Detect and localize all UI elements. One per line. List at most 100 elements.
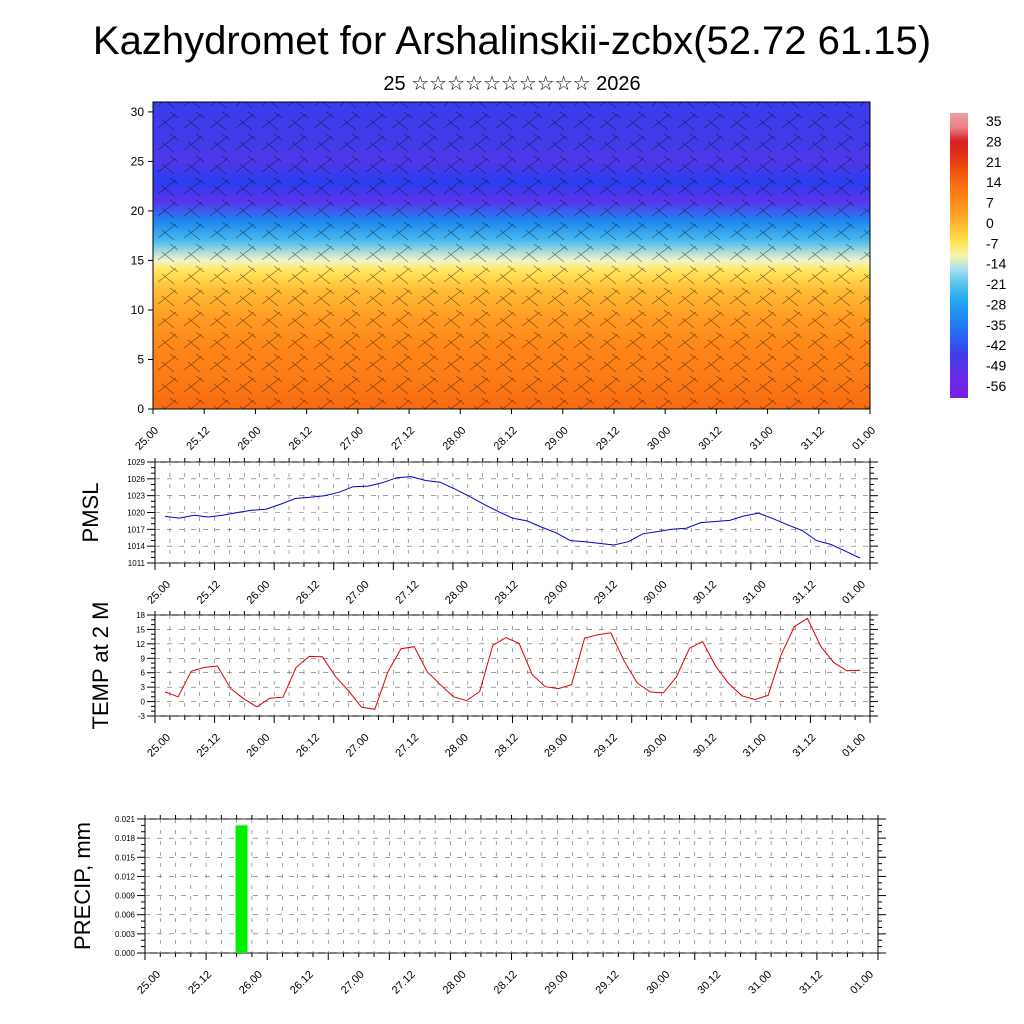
x-tick-label: 01.00	[850, 425, 878, 453]
colorbar-bar	[950, 113, 968, 398]
y-axis-label: TEMP at 2 M	[88, 602, 113, 730]
x-tick-label: 31.12	[797, 969, 825, 997]
x-tick-label: 25.12	[195, 732, 223, 760]
y-tick-label: 0.018	[115, 834, 136, 843]
x-tick-label: 31.00	[741, 732, 769, 760]
wind-barbs	[153, 102, 870, 409]
colorbar-label: 0	[986, 215, 994, 231]
x-tick-label: 26.00	[244, 732, 272, 760]
x-tick-label: 30.00	[642, 732, 670, 760]
colorbar-label: -28	[986, 296, 1006, 312]
x-tick-label: 25.00	[145, 579, 173, 607]
y-tick-label: -3	[138, 712, 146, 721]
chart-subtitle: 25 ☆☆☆☆☆☆☆☆☆☆ 2026	[383, 73, 641, 95]
x-tick-label: 26.00	[237, 969, 265, 997]
colorbar-label: 21	[986, 154, 1002, 170]
x-tick-label: 31.12	[791, 579, 819, 607]
x-tick-label: 28.00	[443, 579, 471, 607]
y-tick-label: 9	[141, 654, 146, 663]
x-tick-label: 30.12	[695, 969, 723, 997]
x-tick-label: 25.00	[145, 732, 173, 760]
y-tick-label: 1029	[127, 458, 145, 467]
colorbar-label: 28	[986, 133, 1002, 149]
x-tick-label: 28.00	[440, 425, 468, 453]
y-tick-label: 1011	[128, 559, 146, 568]
x-tick-label: 29.00	[543, 425, 571, 453]
colorbar-label: -49	[986, 358, 1006, 374]
plot-frame	[154, 461, 871, 564]
y-tick-label: 1023	[127, 492, 145, 501]
y-tick-label: 1017	[127, 525, 145, 534]
x-tick-label: 25.12	[186, 969, 214, 997]
x-tick-label: 26.12	[288, 969, 316, 997]
y-tick-label: 0.000	[115, 949, 136, 958]
x-tick-label: 27.12	[389, 425, 417, 453]
y-tick-label: 1026	[127, 475, 145, 484]
x-tick-label: 31.00	[746, 969, 774, 997]
y-tick-label: 0.003	[115, 930, 136, 939]
x-tick-label: 31.00	[748, 425, 776, 453]
x-tick-label: 01.00	[848, 969, 876, 997]
x-tick-label: 30.12	[691, 579, 719, 607]
colorbar-label: 7	[986, 195, 994, 211]
x-tick-label: 29.00	[543, 969, 571, 997]
x-tick-label: 28.12	[493, 579, 521, 607]
y-tick-label: 12	[136, 640, 145, 649]
x-tick-label: 27.12	[393, 579, 421, 607]
precip-panel: 0.021 0.018 0.015 0.012 0.009 0.006 0.003 0.000…	[70, 815, 886, 997]
pmsl-line	[164, 476, 861, 559]
y-tick-label: 0	[137, 402, 144, 416]
colorbar: 35 28 21 14 7 0 -7 -14 -21 -28 -35 -42 -49 -56	[950, 113, 1006, 398]
x-tick-label: 26.00	[244, 579, 272, 607]
x-tick-label: 25.00	[133, 425, 161, 453]
x-tick-label: 27.12	[393, 732, 421, 760]
colorbar-label: -7	[986, 235, 999, 251]
y-axis-label: PMSL	[78, 483, 103, 543]
colorbar-label: 35	[986, 113, 1002, 129]
colorbar-label: -56	[986, 378, 1006, 394]
y-tick-label: 15	[131, 253, 145, 267]
x-tick-label: 01.00	[840, 732, 868, 760]
y-tick-label: 0.009	[115, 892, 136, 901]
plot-frame	[154, 614, 871, 717]
precip-bar	[235, 825, 248, 953]
y-tick-label: 0.015	[115, 853, 136, 862]
x-tick-label: 27.12	[390, 969, 418, 997]
y-tick-label: 1014	[127, 542, 145, 551]
x-tick-label: 29.12	[594, 969, 622, 997]
x-tick-label: 28.12	[492, 969, 520, 997]
x-tick-label: 30.00	[645, 425, 673, 453]
x-tick-label: 29.12	[592, 732, 620, 760]
y-tick-label: 10	[131, 303, 145, 317]
x-tick-label: 25.12	[195, 579, 223, 607]
colorbar-label: -21	[986, 276, 1006, 292]
temp-panel: 18 15 12 9 6 3 0 -3 25.00 25.12 26.00 26.12 27.00 27.…	[88, 602, 878, 760]
x-tick-label: 30.12	[697, 425, 725, 453]
y-tick-label: 0	[141, 698, 146, 707]
y-tick-label: 0.012	[115, 872, 136, 881]
y-tick-label: 3	[141, 683, 146, 692]
x-tick-label: 25.12	[184, 425, 212, 453]
x-tick-label: 28.00	[443, 732, 471, 760]
x-tick-label: 28.12	[493, 732, 521, 760]
x-tick-label: 01.00	[840, 579, 868, 607]
colorbar-label: 14	[986, 174, 1002, 190]
x-tick-label: 29.00	[542, 732, 570, 760]
y-tick-label: 0.006	[115, 911, 136, 920]
y-tick-label: 25	[131, 154, 145, 168]
cross-section-panel: 0 5 10 15 20 25 30 25.00 25.12 26.00 26.12 27.00 27.…	[131, 101, 878, 453]
x-tick-label: 26.00	[236, 425, 264, 453]
x-tick-label: 28.00	[441, 969, 469, 997]
x-tick-label: 31.12	[799, 425, 827, 453]
x-tick-label: 28.12	[492, 425, 520, 453]
x-tick-label: 25.00	[135, 969, 163, 997]
y-axis-label: PRECIP, mm	[70, 822, 95, 950]
x-tick-label: 29.12	[594, 425, 622, 453]
y-tick-label: 30	[131, 105, 145, 119]
x-tick-label: 30.00	[644, 969, 672, 997]
x-tick-label: 26.12	[287, 425, 315, 453]
x-tick-label: 27.00	[344, 732, 372, 760]
y-tick-label: 18	[136, 611, 145, 620]
x-tick-label: 29.00	[542, 579, 570, 607]
